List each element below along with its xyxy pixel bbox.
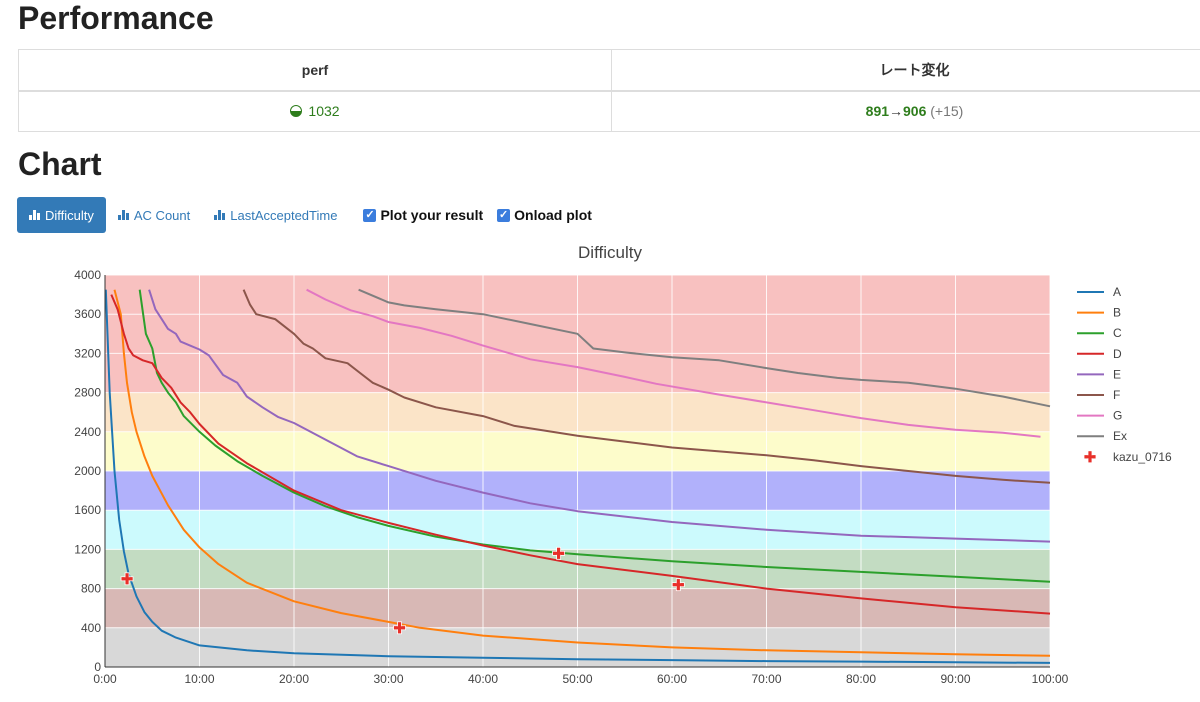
tab-ac-count[interactable]: AC Count — [106, 197, 202, 233]
half-circle-rating-icon — [290, 105, 303, 118]
x-tick-label: 0:00 — [93, 672, 117, 686]
series-line-g — [306, 288, 1041, 438]
x-tick-label: 20:00 — [279, 672, 309, 686]
y-tick-label: 1200 — [74, 542, 101, 556]
axes: 0:00 10:00 20:00 30:00 40:00 50:00 60:00 70:00 8… — [74, 268, 1068, 686]
tab-label: Difficulty — [45, 207, 94, 223]
checkbox-label: Onload plot — [514, 207, 592, 223]
chart-title: Difficulty — [578, 243, 642, 262]
series-line-a — [104, 289, 1051, 664]
rate-old: 891 — [865, 103, 890, 120]
rate-new: 906 — [903, 103, 927, 120]
tab-label: LastAcceptedTime — [230, 207, 338, 223]
bar-chart-icon — [214, 210, 226, 220]
difficulty-chart: Difficulty 0:00 10:00 20:00 30:00 40:00 50:00… — [74, 243, 1172, 686]
bar-chart-icon — [117, 210, 129, 220]
table-row: 1032 891→906 (+15) — [18, 90, 1200, 132]
performance-table: perf レート変化 1032 891→906 (+15) — [18, 49, 1200, 132]
x-tick-label: 30:00 — [373, 672, 403, 686]
x-tick-label: 50:00 — [562, 672, 592, 686]
x-tick-label: 100:00 — [1032, 672, 1069, 686]
checkmark-icon[interactable]: ✓ — [363, 208, 377, 222]
x-tick-label: 40:00 — [468, 672, 498, 686]
result-marker — [552, 546, 565, 560]
legend-label: A — [1113, 285, 1121, 299]
legend-label: G — [1113, 409, 1122, 423]
x-tick-label: 10:00 — [184, 672, 214, 686]
plot-your-result-checkbox[interactable]: ✓ Plot your result — [363, 207, 483, 223]
rate-change-column-header: レート変化 — [611, 49, 1200, 92]
legend-item-markers[interactable]: kazu_0716 — [1083, 450, 1172, 464]
legend-label: Ex — [1113, 429, 1127, 443]
series-line-d — [110, 294, 1051, 615]
x-tick-label: 90:00 — [940, 672, 970, 686]
result-markers — [120, 546, 685, 635]
y-tick-label: 4000 — [74, 268, 101, 282]
onload-plot-checkbox[interactable]: ✓ Onload plot — [497, 207, 592, 223]
legend-marker-icon — [1083, 450, 1097, 464]
y-tick-label: 3200 — [74, 346, 101, 360]
legend-item-e[interactable]: E — [1077, 367, 1121, 381]
legend-item-ex[interactable]: Ex — [1077, 429, 1127, 443]
rate-change-cell: 891→906 (+15) — [611, 90, 1200, 132]
tab-difficulty[interactable]: Difficulty — [17, 197, 106, 233]
chart-heading: Chart — [18, 146, 102, 182]
result-marker — [671, 578, 685, 592]
bar-chart-icon — [29, 210, 40, 220]
perf-column-header: perf — [18, 49, 612, 92]
legend-item-a[interactable]: A — [1077, 285, 1121, 299]
tab-last-accepted-time[interactable]: LastAcceptedTime — [202, 197, 349, 233]
y-tick-label: 0 — [94, 660, 101, 674]
perf-value: 1032 — [308, 103, 340, 120]
checkmark-icon[interactable]: ✓ — [497, 208, 511, 222]
legend-item-d[interactable]: D — [1077, 347, 1122, 361]
legend-label: E — [1113, 367, 1121, 381]
tab-label: AC Count — [133, 207, 191, 223]
legend-item-g[interactable]: G — [1077, 409, 1122, 423]
y-tick-label: 1600 — [74, 503, 101, 517]
legend-label: kazu_0716 — [1113, 450, 1172, 464]
series-line-f — [242, 289, 1051, 484]
result-marker — [120, 572, 134, 586]
series-line-c — [138, 289, 1051, 583]
x-tick-label: 60:00 — [657, 672, 687, 686]
y-tick-label: 2400 — [74, 425, 101, 439]
series-lines — [104, 288, 1051, 664]
series-line-ex — [358, 288, 1051, 408]
chart-tabs: Difficulty AC Count LastAcceptedTime ✓ P… — [17, 197, 592, 233]
performance-heading: Performance — [18, 0, 214, 36]
y-tick-label: 2800 — [74, 386, 101, 400]
legend-label: D — [1113, 347, 1122, 361]
y-tick-label: 3600 — [74, 307, 101, 321]
rate-diff: (+15) — [930, 103, 964, 120]
perf-cell: 1032 — [18, 90, 612, 132]
legend-label: C — [1113, 326, 1122, 340]
legend-item-f[interactable]: F — [1077, 388, 1120, 402]
x-tick-label: 80:00 — [846, 672, 876, 686]
y-tick-label: 2000 — [74, 464, 101, 478]
legend-label: B — [1113, 306, 1121, 320]
legend-item-b[interactable]: B — [1077, 306, 1121, 320]
x-tick-label: 70:00 — [751, 672, 781, 686]
rate-arrow: → — [889, 103, 904, 120]
y-tick-label: 400 — [81, 621, 101, 635]
result-marker — [393, 621, 406, 635]
y-tick-label: 800 — [81, 582, 101, 596]
legend-item-c[interactable]: C — [1077, 326, 1122, 340]
checkbox-label: Plot your result — [380, 207, 484, 223]
series-line-e — [148, 289, 1051, 543]
legend-label: F — [1113, 388, 1120, 402]
series-line-b — [113, 289, 1051, 657]
